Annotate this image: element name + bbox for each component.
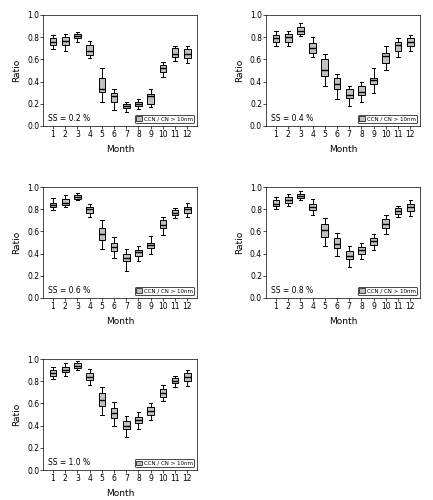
PathPatch shape — [74, 364, 81, 368]
PathPatch shape — [123, 421, 129, 429]
PathPatch shape — [285, 34, 291, 42]
PathPatch shape — [172, 48, 178, 57]
PathPatch shape — [99, 394, 105, 406]
PathPatch shape — [382, 219, 389, 228]
Text: SS = 0.6 %: SS = 0.6 % — [48, 286, 90, 294]
PathPatch shape — [135, 416, 142, 424]
PathPatch shape — [285, 197, 291, 202]
PathPatch shape — [159, 65, 166, 71]
PathPatch shape — [309, 204, 316, 210]
PathPatch shape — [123, 254, 129, 262]
PathPatch shape — [297, 27, 304, 34]
PathPatch shape — [99, 78, 105, 92]
PathPatch shape — [297, 194, 304, 198]
PathPatch shape — [147, 406, 154, 414]
PathPatch shape — [111, 92, 117, 102]
X-axis label: Month: Month — [106, 488, 134, 498]
PathPatch shape — [147, 94, 154, 104]
PathPatch shape — [395, 208, 401, 214]
Text: SS = 0.4 %: SS = 0.4 % — [271, 114, 313, 122]
PathPatch shape — [321, 224, 328, 237]
PathPatch shape — [184, 50, 191, 58]
PathPatch shape — [407, 204, 414, 212]
PathPatch shape — [273, 35, 279, 42]
Text: SS = 1.0 %: SS = 1.0 % — [48, 458, 90, 466]
X-axis label: Month: Month — [329, 316, 357, 326]
PathPatch shape — [74, 195, 81, 199]
PathPatch shape — [50, 370, 56, 376]
PathPatch shape — [334, 78, 340, 90]
PathPatch shape — [123, 104, 129, 108]
Legend: CCN / CN > 10nm: CCN / CN > 10nm — [135, 287, 194, 295]
PathPatch shape — [111, 408, 117, 418]
PathPatch shape — [370, 78, 377, 84]
Text: SS = 0.2 %: SS = 0.2 % — [48, 114, 90, 122]
PathPatch shape — [309, 42, 316, 52]
X-axis label: Month: Month — [106, 144, 134, 154]
PathPatch shape — [86, 374, 93, 380]
PathPatch shape — [86, 45, 93, 55]
PathPatch shape — [135, 102, 142, 106]
PathPatch shape — [159, 220, 166, 228]
X-axis label: Month: Month — [329, 144, 357, 154]
PathPatch shape — [382, 52, 389, 62]
PathPatch shape — [358, 247, 365, 254]
Y-axis label: Ratio: Ratio — [13, 403, 22, 426]
PathPatch shape — [346, 252, 352, 259]
Y-axis label: Ratio: Ratio — [236, 59, 244, 82]
PathPatch shape — [147, 242, 154, 248]
Legend: CCN / CN > 10nm: CCN / CN > 10nm — [135, 115, 194, 123]
PathPatch shape — [321, 60, 328, 76]
PathPatch shape — [172, 378, 178, 384]
PathPatch shape — [159, 389, 166, 397]
PathPatch shape — [172, 210, 178, 215]
Legend: CCN / CN > 10nm: CCN / CN > 10nm — [358, 287, 417, 295]
PathPatch shape — [395, 42, 401, 50]
Legend: CCN / CN > 10nm: CCN / CN > 10nm — [135, 459, 194, 467]
Y-axis label: Ratio: Ratio — [13, 231, 22, 254]
PathPatch shape — [407, 38, 414, 46]
PathPatch shape — [50, 38, 56, 45]
PathPatch shape — [273, 200, 279, 206]
PathPatch shape — [334, 238, 340, 248]
PathPatch shape — [370, 238, 377, 244]
PathPatch shape — [135, 250, 142, 256]
PathPatch shape — [50, 202, 56, 207]
X-axis label: Month: Month — [106, 316, 134, 326]
PathPatch shape — [184, 374, 191, 381]
PathPatch shape — [358, 86, 365, 95]
Y-axis label: Ratio: Ratio — [236, 231, 244, 254]
Legend: CCN / CN > 10nm: CCN / CN > 10nm — [358, 115, 417, 123]
Y-axis label: Ratio: Ratio — [13, 59, 22, 82]
PathPatch shape — [184, 207, 191, 212]
PathPatch shape — [111, 242, 117, 252]
Text: SS = 0.8 %: SS = 0.8 % — [271, 286, 313, 294]
PathPatch shape — [86, 207, 93, 212]
PathPatch shape — [74, 34, 81, 38]
PathPatch shape — [62, 37, 68, 45]
PathPatch shape — [62, 199, 68, 205]
PathPatch shape — [99, 228, 105, 240]
PathPatch shape — [346, 90, 352, 98]
PathPatch shape — [62, 367, 68, 372]
